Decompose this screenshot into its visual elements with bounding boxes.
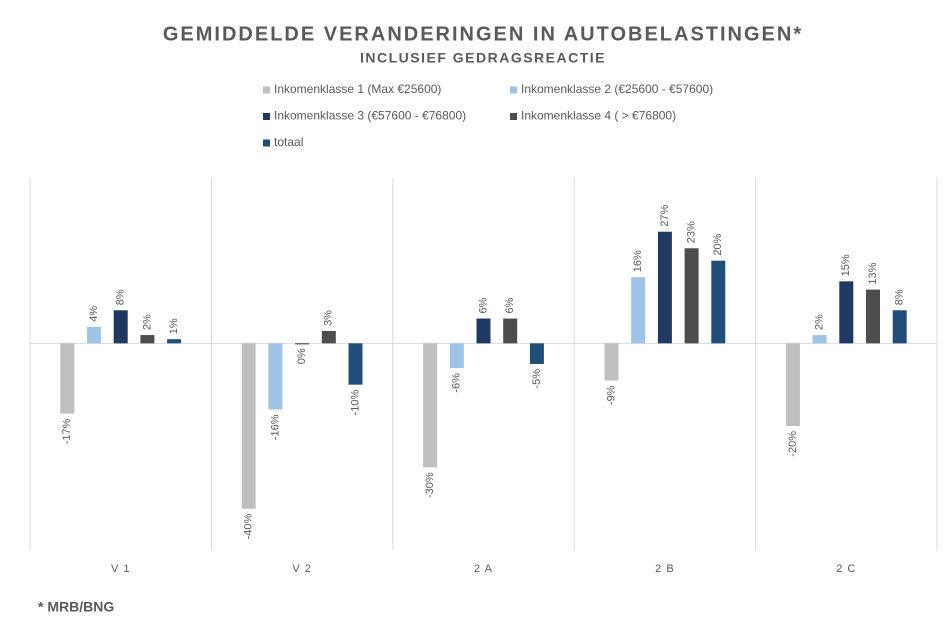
bar bbox=[476, 318, 491, 344]
chart-subtitle: INCLUSIEF GEDRAGSREACTIE bbox=[360, 50, 606, 66]
bar bbox=[348, 343, 363, 385]
bar bbox=[631, 277, 646, 344]
legend-label: Inkomenklasse 3 (€57600 - €76800) bbox=[274, 109, 466, 123]
legend-label: Inkomenklasse 4 ( > €76800) bbox=[521, 109, 676, 123]
value-label: 2% bbox=[141, 314, 153, 330]
legend-label: Inkomenklasse 1 (Max €25600) bbox=[274, 82, 441, 96]
value-label: 6% bbox=[504, 297, 516, 313]
legend-swatch bbox=[263, 86, 270, 94]
bar bbox=[449, 343, 464, 369]
value-label: -40% bbox=[243, 513, 255, 539]
bar bbox=[892, 310, 907, 344]
legend-label: totaal bbox=[274, 135, 303, 149]
value-label: 3% bbox=[323, 310, 335, 326]
x-tick-label: 2 C bbox=[836, 563, 856, 575]
bar bbox=[423, 343, 438, 468]
value-label: 27% bbox=[659, 204, 671, 226]
value-label: 16% bbox=[632, 250, 644, 272]
footnote: * MRB/BNG bbox=[38, 599, 114, 615]
bar bbox=[60, 343, 75, 414]
value-label: -16% bbox=[269, 414, 281, 440]
bar bbox=[812, 335, 827, 344]
x-tick-label: V 1 bbox=[111, 563, 131, 575]
bar bbox=[785, 343, 800, 426]
value-label: -17% bbox=[61, 418, 73, 444]
bar bbox=[684, 248, 699, 344]
bar bbox=[295, 343, 310, 345]
value-label: 20% bbox=[712, 233, 724, 255]
value-label: -30% bbox=[424, 472, 436, 498]
bar bbox=[503, 318, 518, 344]
bar bbox=[321, 330, 336, 344]
value-label: 23% bbox=[686, 221, 698, 243]
value-label: -9% bbox=[605, 385, 617, 405]
value-label: 8% bbox=[894, 289, 906, 305]
legend-label: Inkomenklasse 2 (€25600 - €57600) bbox=[521, 82, 713, 96]
value-label: -6% bbox=[451, 373, 463, 393]
value-label: -20% bbox=[787, 431, 799, 457]
bar bbox=[711, 260, 726, 344]
legend-swatch bbox=[263, 113, 270, 120]
x-tick-label: 2 A bbox=[474, 563, 493, 575]
value-label: 13% bbox=[867, 262, 879, 284]
x-tick-label: V 2 bbox=[292, 563, 312, 575]
bar bbox=[167, 339, 182, 344]
value-label: 2% bbox=[814, 314, 826, 330]
value-label: 0% bbox=[296, 348, 308, 364]
bar bbox=[839, 281, 854, 344]
legend-swatch bbox=[263, 139, 270, 147]
chart-title: GEMIDDELDE VERANDERINGEN IN AUTOBELASTIN… bbox=[163, 23, 803, 45]
bar bbox=[529, 343, 544, 364]
legend-swatch bbox=[510, 113, 517, 120]
x-tick-label: 2 B bbox=[655, 563, 675, 575]
value-label: 8% bbox=[115, 289, 127, 305]
value-label: -5% bbox=[531, 369, 543, 389]
value-label: -10% bbox=[349, 389, 361, 415]
bar bbox=[268, 343, 283, 410]
bar bbox=[113, 310, 128, 344]
bar bbox=[866, 289, 880, 344]
value-label: 4% bbox=[88, 306, 100, 322]
value-label: 15% bbox=[840, 254, 852, 276]
legend-swatch bbox=[510, 86, 517, 94]
bar bbox=[140, 335, 155, 344]
bar bbox=[87, 326, 101, 344]
bar bbox=[241, 343, 256, 509]
value-label: 1% bbox=[168, 318, 180, 334]
bar bbox=[604, 343, 619, 381]
bar bbox=[657, 231, 672, 344]
value-label: 6% bbox=[477, 297, 489, 313]
